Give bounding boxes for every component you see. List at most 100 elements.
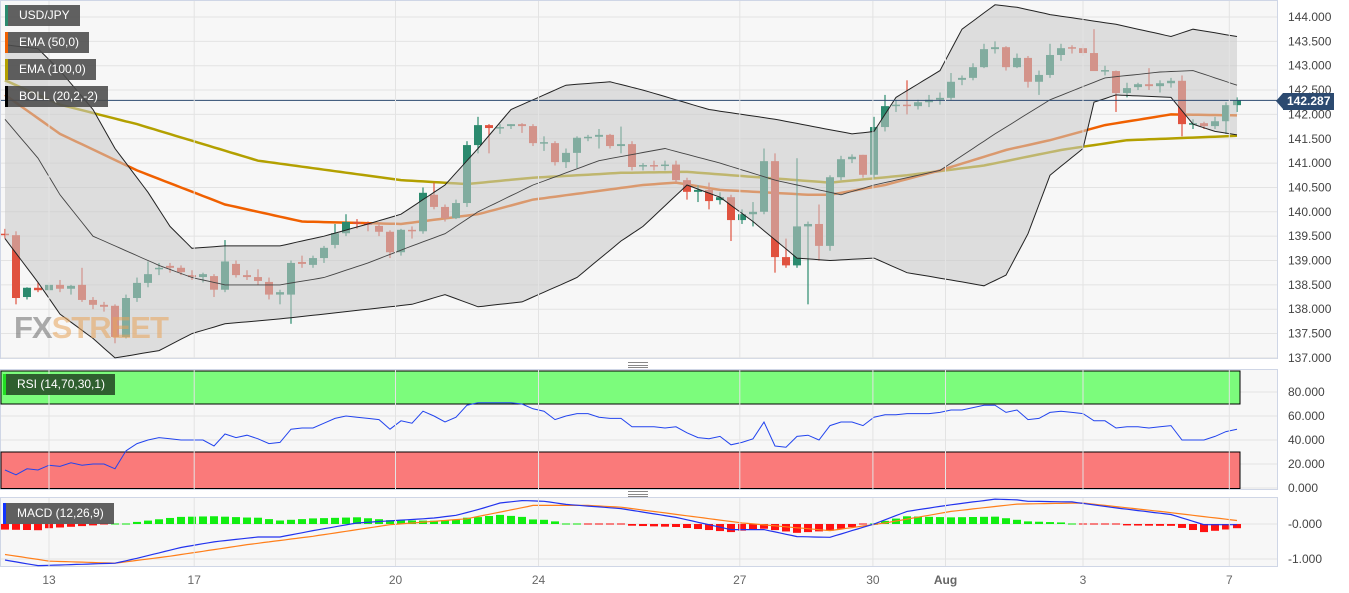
macd-histogram-bar (1200, 524, 1208, 533)
current-price-tag: 142.287 (1275, 93, 1335, 110)
price-axis-label: 139.500 (1288, 229, 1332, 243)
legend-symbol[interactable]: USD/JPY (5, 5, 80, 26)
price-axis-label: 137.500 (1288, 327, 1332, 341)
rsi-overbought-zone (0, 370, 1241, 405)
date-axis-label: Aug (934, 573, 957, 587)
legend-ema50[interactable]: EMA (50,0) (5, 32, 90, 53)
macd-histogram-bar (837, 524, 845, 529)
rsi-axis-label: 60.000 (1288, 409, 1325, 423)
macd-histogram-bar (386, 520, 394, 524)
macd-axis-label: -0.000 (1288, 517, 1322, 531)
macd-histogram-bar (650, 524, 658, 527)
macd-histogram-bar (56, 524, 64, 528)
macd-histogram-bar (485, 516, 493, 524)
macd-histogram-bar (1145, 524, 1153, 526)
macd-histogram-bar (518, 516, 526, 524)
macd-histogram-bar (661, 524, 669, 527)
macd-histogram-bar (199, 516, 207, 524)
price-axis-label: 143.000 (1288, 59, 1332, 73)
macd-histogram-bar (782, 524, 790, 532)
macd-histogram-bar (804, 524, 812, 533)
macd-panel[interactable] (0, 497, 1278, 567)
macd-axis-label: -1.000 (1288, 552, 1322, 566)
macd-histogram-bar (815, 524, 823, 532)
macd-histogram-bar (265, 519, 273, 524)
macd-histogram-bar (67, 524, 75, 527)
date-axis-label: 7 (1226, 573, 1233, 587)
macd-histogram-bar (1178, 524, 1186, 528)
legend-macd[interactable]: MACD (12,26,9) (3, 503, 114, 524)
legend-rsi[interactable]: RSI (14,70,30,1) (3, 374, 116, 395)
macd-histogram-bar (859, 523, 867, 525)
price-axis-label: 143.500 (1288, 34, 1332, 48)
legend-ema100[interactable]: EMA (100,0) (5, 59, 96, 80)
macd-histogram-bar (276, 520, 284, 524)
macd-histogram-bar (914, 516, 922, 524)
macd-histogram-bar (606, 523, 614, 525)
macd-histogram-bar (309, 518, 317, 524)
legend-bollinger[interactable]: BOLL (20,2,-2) (5, 86, 108, 107)
macd-histogram-bar (551, 521, 559, 524)
rsi-panel[interactable] (0, 369, 1278, 490)
candle-body (353, 222, 361, 224)
candle-body (474, 125, 482, 146)
macd-histogram-bar (144, 520, 152, 524)
macd-histogram-bar (430, 520, 438, 524)
macd-histogram-bar (441, 520, 449, 524)
rsi-resize-handle[interactable] (628, 362, 648, 368)
macd-histogram-bar (1, 524, 9, 530)
macd-histogram-bar (1123, 524, 1131, 526)
macd-resize-handle[interactable] (628, 491, 648, 497)
macd-histogram-bar (1167, 524, 1175, 526)
macd-histogram-bar (1035, 521, 1043, 524)
candle-body (485, 125, 493, 129)
date-axis-label: 13 (42, 573, 56, 587)
price-axis-label: 142.000 (1288, 107, 1332, 121)
macd-histogram-bar (749, 524, 757, 530)
macd-histogram-bar (34, 524, 42, 531)
macd-histogram-bar (100, 523, 108, 525)
macd-histogram-bar (1024, 521, 1032, 524)
rsi-oversold-zone (0, 451, 1241, 489)
macd-histogram-bar (903, 516, 911, 524)
macd-histogram-bar (1211, 524, 1219, 531)
price-axis-label: 138.000 (1288, 302, 1332, 316)
date-axis-label: 30 (866, 573, 880, 587)
price-panel[interactable] (0, 0, 1291, 359)
bollinger-middle-line (4, 70, 1238, 286)
candle-body (727, 197, 735, 221)
macd-histogram-bar (210, 516, 218, 524)
date-axis-label: 20 (389, 573, 403, 587)
macd-histogram-bar (221, 516, 229, 524)
fxstreet-watermark-logo: FXSTREET (14, 310, 169, 345)
macd-histogram-bar (1046, 522, 1054, 524)
candle-body (12, 235, 20, 298)
macd-histogram-bar (1222, 524, 1230, 530)
candle (23, 287, 31, 300)
macd-histogram-bar (353, 517, 361, 524)
macd-histogram-bar (188, 516, 196, 524)
macd-histogram-bar (496, 514, 504, 524)
macd-histogram-bar (672, 524, 680, 527)
date-axis-label: 27 (733, 573, 747, 587)
axes: 144.000143.500143.000142.500142.000141.5… (42, 1, 1332, 587)
price-axis-label: 140.500 (1288, 180, 1332, 194)
macd-signal-line (4, 502, 1238, 564)
macd-histogram-bar (1057, 522, 1065, 524)
macd-histogram-bar (628, 524, 636, 526)
macd-line (4, 498, 1237, 567)
macd-histogram-bar (452, 519, 460, 524)
candle-body (782, 257, 790, 266)
macd-histogram-bar (364, 518, 372, 524)
macd-histogram-bar (925, 516, 933, 524)
candle (474, 116, 482, 154)
macd-histogram-bar (133, 521, 141, 524)
macd-histogram-bar (331, 517, 339, 524)
candle-body (738, 214, 746, 221)
macd-histogram-bar (232, 517, 240, 524)
rsi-axis-label: 20.000 (1288, 457, 1325, 471)
macd-histogram-bar (254, 517, 262, 524)
macd-histogram-bar (298, 519, 306, 524)
candle-body (683, 180, 691, 192)
